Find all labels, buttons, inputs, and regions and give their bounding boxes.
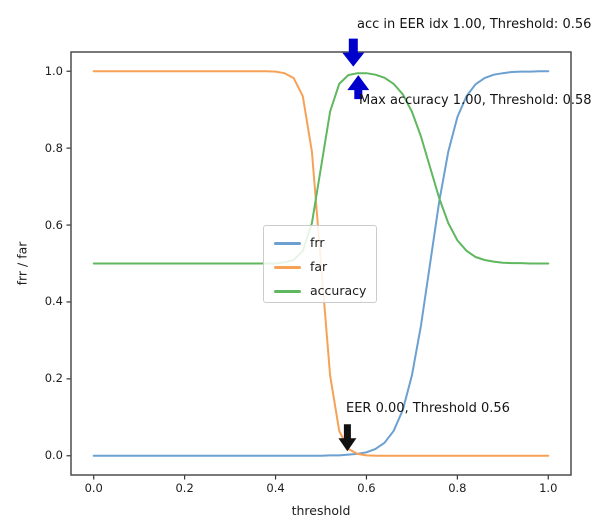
legend-line-frr (274, 241, 301, 245)
legend-line-far (274, 265, 301, 269)
annotation-arrow-up-icon (347, 75, 370, 100)
x-tick-label: 1.0 (539, 481, 558, 495)
x-tick-label: 0.8 (448, 481, 467, 495)
x-tick-label: 0.6 (357, 481, 376, 495)
legend-line-accuracy (274, 289, 301, 293)
curve-accuracy (92, 72, 550, 265)
x-axis-label: threshold (291, 503, 351, 518)
y-tick-label: 1.0 (44, 63, 63, 78)
y-tick-label: 0.8 (44, 140, 63, 155)
annotation-arrow-down-icon (342, 38, 365, 67)
x-tick-label: 0.2 (175, 481, 194, 495)
y-tick-label: 0.4 (44, 294, 63, 309)
annotation-eer: EER 0.00, Threshold 0.56 (346, 401, 510, 416)
legend-label-far: far (310, 259, 328, 274)
legend-item-far: far (274, 255, 376, 279)
legend-label-frr: frr (310, 235, 325, 250)
y-tick-label: 0.0 (44, 448, 63, 463)
legend-label-accuracy: accuracy (310, 283, 367, 298)
annotation-max-accuracy: Max accuracy 1.00, Threshold: 0.58 (359, 93, 592, 108)
y-tick-label: 0.2 (44, 371, 63, 386)
legend-item-accuracy: accuracy (274, 279, 376, 303)
y-axis-label: frr / far (14, 241, 30, 286)
axes-spines (70, 51, 572, 476)
annotation-arrow-down-icon (338, 424, 357, 452)
y-tick-label: 0.6 (44, 217, 63, 232)
legend-item-frr: frr (274, 231, 376, 255)
annotation-acc-in-eer: acc in EER idx 1.00, Threshold: 0.56 (357, 17, 592, 32)
x-tick-label: 0.4 (266, 481, 285, 495)
curve-frr (92, 70, 550, 457)
legend: frr far accuracy (263, 225, 377, 303)
x-tick-label: 0.0 (84, 481, 103, 495)
